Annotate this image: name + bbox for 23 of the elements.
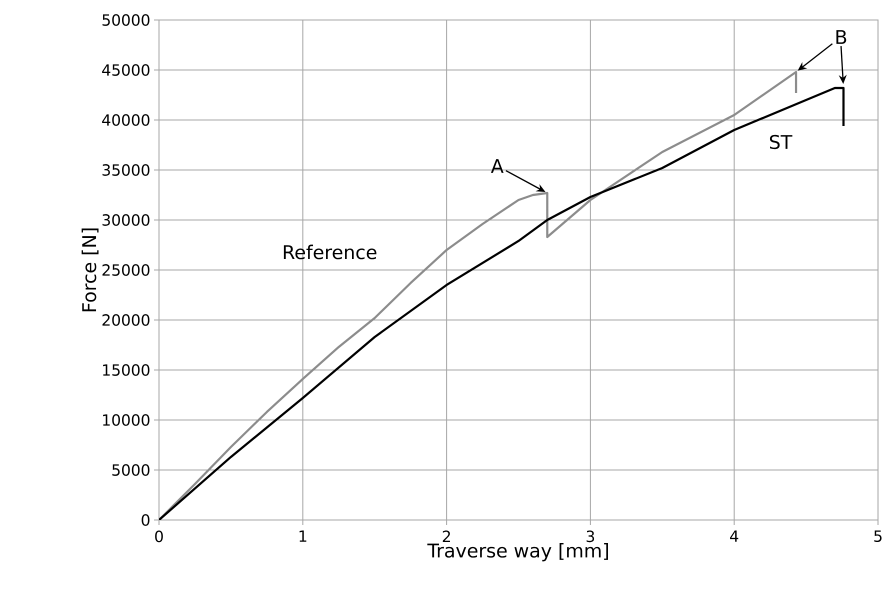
x-tick-label: 2 [442,530,450,542]
series-label: ST [770,134,792,150]
y-tick-label: 30000 [102,214,150,226]
y-tick-label: 20000 [102,314,150,326]
x-tick-label: 5 [874,530,882,542]
y-tick-label: 15000 [103,364,150,376]
y-tick-label: 50000 [102,14,150,26]
y-tick-label: 40000 [102,114,150,126]
y-tick-label: 10000 [103,414,150,426]
y-tick-label: 0 [142,514,150,526]
text: Reference [284,244,376,260]
y-tick-label: 25000 [102,264,150,276]
x-tick-label: 4 [730,530,738,542]
y-axis-title: Force [N] [82,228,99,312]
x-tick-label: 0 [155,530,163,542]
annotation: A [490,159,504,173]
y-tick-label: 45000 [102,64,150,76]
x-tick-label: 3 [586,530,594,542]
annotation: B [836,30,846,44]
x-tick-label: 1 [300,530,306,542]
y-tick-label: 5000 [112,464,150,476]
y-tick-label: 35000 [102,164,150,176]
x-axis-title: Traverse way [mm] [427,543,608,562]
